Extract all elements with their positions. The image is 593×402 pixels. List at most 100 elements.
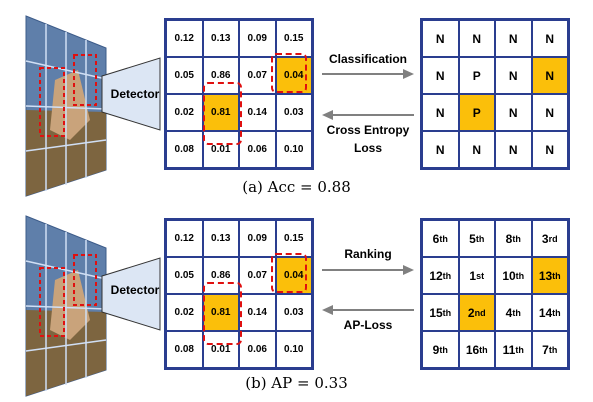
label-cell: N — [494, 19, 533, 58]
rank-number: 6 — [432, 231, 440, 246]
score-cell: 0.86 — [201, 56, 240, 95]
score-cell: 0.09 — [238, 19, 277, 58]
score-cell: 0.10 — [274, 130, 313, 169]
rank-number: 2 — [467, 305, 475, 320]
panel-accuracy: Detector 0.12 0.13 0.09 0.15 0.05 0.86 0.07 0.0… — [0, 0, 593, 200]
score-cell: 0.02 — [165, 293, 204, 332]
label-cell: N — [494, 56, 533, 95]
caption-b: (b) AP = 0.33 — [245, 374, 348, 392]
score-cell: 0.02 — [165, 93, 204, 132]
score-cell: 0.08 — [165, 330, 204, 369]
rank-number: 15 — [429, 305, 443, 320]
score-cell: 0.86 — [201, 256, 240, 295]
rank-number: 13 — [538, 268, 553, 283]
rank-suffix: th — [515, 270, 525, 281]
rank-suffix: th — [552, 307, 561, 318]
score-cell: 0.09 — [238, 219, 277, 258]
score-cell: 0.12 — [165, 19, 204, 58]
input-image-icon — [25, 215, 107, 397]
ranking-label: Ranking — [344, 247, 392, 261]
score-grid: 0.12 0.13 0.09 0.15 0.05 0.86 0.07 0.04 0.02 0.81… — [164, 218, 314, 370]
score-cell: 0.13 — [201, 219, 240, 258]
positive-box-2 — [203, 82, 242, 145]
rank-suffix: th — [548, 344, 558, 355]
score-cell: 0.10 — [274, 330, 313, 369]
label-cell: N — [457, 130, 496, 169]
label-cell: P — [457, 93, 496, 132]
panel-a-graphics — [25, 15, 414, 197]
label-cell: N — [530, 56, 569, 95]
score-cell: 0.06 — [238, 330, 277, 369]
detector-shape — [101, 57, 161, 131]
score-cell: 0.07 — [238, 56, 277, 95]
rank-suffix: rd — [548, 233, 558, 244]
rank-suffix: th — [475, 233, 485, 244]
score-cell: 0.08 — [165, 130, 204, 169]
rank-suffix: th — [552, 270, 561, 281]
detector-label: Detector — [110, 87, 160, 101]
rank-number: 11 — [502, 342, 516, 357]
rank-suffix: th — [512, 233, 521, 244]
label-cell: P — [457, 56, 496, 95]
ap-loss-label: AP-Loss — [343, 318, 393, 332]
label-cell: N — [494, 93, 533, 132]
rank-number: 8 — [505, 231, 513, 246]
score-cell: 0.14 — [238, 293, 277, 332]
label-cell: N — [421, 93, 460, 132]
rank-suffix: th — [439, 344, 448, 355]
rank-number: 14 — [538, 305, 553, 320]
input-image-icon — [25, 15, 107, 197]
label-cell: N — [494, 130, 533, 169]
panel-ap: Detector 0.12 0.13 0.09 0.15 0.05 0.86 0.07 0.0… — [0, 200, 593, 402]
score-cell: 0.12 — [165, 219, 204, 258]
rank-number: 5 — [469, 231, 476, 246]
positive-box-1 — [271, 253, 307, 293]
score-cell: 0.06 — [238, 130, 277, 169]
label-cell: N — [457, 19, 496, 58]
score-cell: 0.03 — [274, 293, 313, 332]
label-cell: N — [530, 19, 569, 58]
rank-suffix: th — [442, 270, 452, 281]
rank-suffix: th — [515, 344, 524, 355]
detector-shape — [101, 257, 161, 331]
label-cell: N — [421, 130, 460, 169]
score-grid: 0.12 0.13 0.09 0.15 0.05 0.86 0.07 0.04 0.02 0.81… — [164, 18, 314, 170]
rank-number: 12 — [429, 268, 443, 283]
rank-number: 7 — [542, 342, 549, 357]
rank-suffix: th — [479, 344, 488, 355]
score-cell: 0.05 — [165, 256, 204, 295]
label-cell: N — [421, 19, 460, 58]
label-cell: N — [421, 56, 460, 95]
positive-box-1 — [271, 53, 307, 93]
detector-label: Detector — [110, 283, 160, 297]
rank-number: 1 — [469, 268, 477, 283]
rank-number: 10 — [502, 268, 516, 283]
score-cell: 0.01 — [201, 130, 240, 169]
score-cell: 0.03 — [274, 93, 313, 132]
cross-entropy-label: Cross Entropy Loss — [326, 123, 410, 155]
rank-number: 4 — [505, 305, 513, 320]
label-cell: N — [530, 93, 569, 132]
rank-suffix: st — [476, 270, 485, 281]
rank-number: 16 — [465, 342, 480, 357]
rank-suffix: nd — [474, 307, 486, 318]
score-cell: 0.05 — [165, 56, 204, 95]
score-cell: 0.15 — [274, 219, 313, 258]
